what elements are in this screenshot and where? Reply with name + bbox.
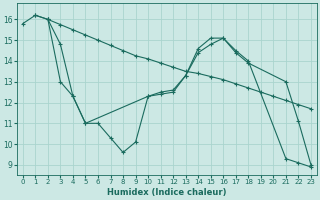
X-axis label: Humidex (Indice chaleur): Humidex (Indice chaleur)	[107, 188, 227, 197]
